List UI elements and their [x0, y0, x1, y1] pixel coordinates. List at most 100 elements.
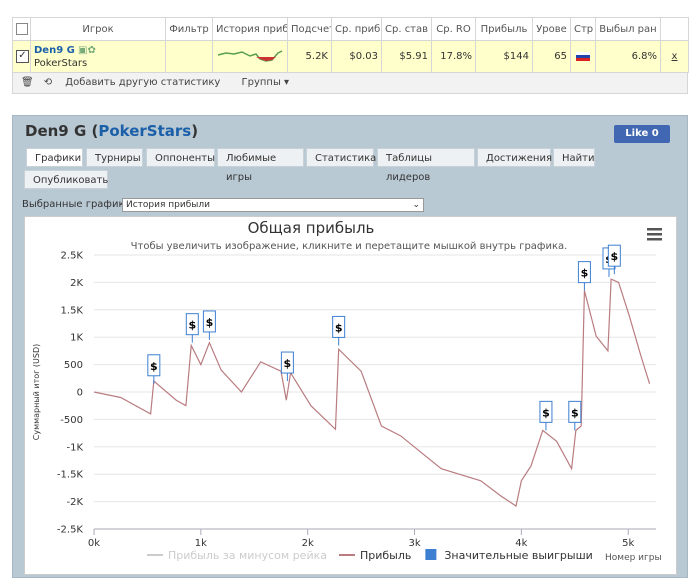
tab[interactable]: Опубликовать [24, 170, 108, 189]
x-axis-label: Номер игры [605, 553, 662, 563]
flag-box [539, 400, 553, 423]
stat-cell: $0.03 [331, 40, 382, 73]
chart-subtitle: Чтобы увеличить изображение, кликните и … [131, 241, 568, 252]
flag-box [568, 400, 582, 423]
y-tick-label: 0 [77, 388, 83, 399]
flag-box [147, 354, 161, 377]
x-tick-label: 5k [622, 538, 634, 549]
column-header: Подсчет [287, 17, 332, 41]
y-tick-label: -2.5K [57, 525, 84, 536]
x-tick-label: 1k [195, 538, 207, 549]
y-tick-label: 2.5K [61, 251, 84, 262]
x-tick-label: 2k [302, 538, 314, 549]
tab[interactable]: Турниры [86, 148, 143, 167]
flag-label: $ [571, 406, 579, 419]
y-tick-label: -500 [60, 415, 83, 426]
tab[interactable]: Найти [553, 148, 595, 167]
legend-label: Прибыль [360, 549, 411, 562]
flag-label: $ [335, 321, 343, 334]
checkbox-cell[interactable]: ✓ [12, 40, 31, 73]
player-site: PokerStars [34, 57, 88, 69]
win-flag: $ [147, 354, 161, 384]
flag-label: $ [284, 357, 292, 370]
legend-label: Прибыль за минусом рейка [168, 549, 327, 562]
column-header: Фильтр [165, 17, 213, 41]
profit-line [93, 278, 651, 507]
flag-box [202, 310, 216, 333]
flag-box [280, 351, 294, 374]
legend-item[interactable]: Прибыль за минусом рейка [147, 549, 327, 562]
sparkline [217, 50, 283, 62]
tab[interactable]: Статистика [306, 148, 376, 167]
column-header: История приб [212, 17, 288, 41]
like-count: 0 [651, 128, 659, 139]
column-header: Выбыл ран [595, 17, 661, 41]
column-header: Ср. RO [431, 17, 476, 41]
toolbar: 🗑 ⟲ Добавить другую статистику Группы ▾ [12, 72, 688, 94]
chart-title: Общая прибыль [248, 219, 375, 237]
column-header: Прибыль [475, 17, 533, 41]
stat-cell: 17.8% [431, 40, 476, 73]
x-tick-label: 3k [408, 538, 420, 549]
win-flag: $ [202, 310, 216, 340]
tab[interactable]: Достижения [477, 148, 552, 167]
column-header: Ср. приб [331, 17, 382, 41]
filter-cell [165, 40, 213, 73]
select-value: История прибыли [126, 200, 210, 210]
tab[interactable]: Любимые игры [217, 148, 304, 183]
stat-cell: $5.91 [381, 40, 432, 73]
like-label: Like [625, 128, 649, 139]
stats-table: Игрок Фильтр История приб Подсчет Ср. приб Ср… [12, 17, 689, 73]
y-tick-label: 2K [70, 278, 83, 289]
y-tick-label: -1K [66, 442, 83, 453]
title-name: Den9 G ( [25, 122, 99, 140]
groups[interactable]: Группы [241, 77, 281, 88]
y-axis-label: Суммарный итог (USD) [32, 344, 41, 441]
player-name[interactable]: Den9 G [34, 44, 75, 56]
win-flag: $ [332, 315, 346, 346]
stat-cell: 5.2K [287, 40, 332, 73]
panel-title: Den9 G (PokerStars) [25, 122, 198, 140]
flag-box [577, 261, 591, 284]
select-label: Выбранные графики: [22, 199, 135, 210]
y-tick-label: 1K [70, 333, 83, 344]
flag-label: $ [581, 267, 589, 280]
flag-label: $ [611, 250, 619, 263]
stat-cell: $144 [475, 40, 533, 73]
column-header [660, 17, 689, 41]
checkbox-cell[interactable] [12, 17, 31, 41]
y-tick-label: -1.5K [57, 470, 84, 481]
select-box[interactable]: История прибыли ⌄ [122, 198, 424, 212]
win-flag: $ [577, 261, 591, 291]
legend-item[interactable]: Значительные выигрыши [425, 549, 593, 562]
flag-box [185, 313, 199, 336]
win-flag: $ [539, 400, 553, 431]
menu-icon[interactable] [647, 228, 662, 241]
flag-label: $ [150, 360, 158, 373]
legend-item[interactable]: Прибыль [338, 549, 411, 562]
win-flag: $ [280, 351, 294, 382]
win-flag: $ [607, 244, 621, 275]
stat-cell: 65 [532, 40, 571, 73]
column-header: Стр [570, 17, 596, 41]
flag-label: $ [206, 316, 214, 329]
player-cell: Den9 G ▣✿ PokerStars [30, 40, 166, 73]
win-flag: $ [568, 400, 582, 431]
tab[interactable]: Графики [26, 148, 83, 167]
like-button[interactable]: Like 0 [614, 125, 670, 143]
x-tick-label: 0k [88, 538, 100, 549]
stat-cell: 6.8% [595, 40, 661, 73]
chart: Общая прибыль Чтобы увеличить изображени… [24, 216, 677, 575]
add-stat[interactable]: Добавить другую статистику [65, 77, 221, 88]
column-header: Игрок [30, 17, 166, 41]
x-tick-label: 4k [515, 538, 527, 549]
tab[interactable]: Оппоненты [146, 148, 215, 167]
legend-label: Значительные выигрыши [444, 549, 592, 562]
column-header: Ср. став [381, 17, 432, 41]
remove-cell[interactable]: x [660, 40, 689, 73]
y-tick-label: 1.5K [61, 305, 84, 316]
y-tick-label: -2K [66, 497, 83, 508]
title-site[interactable]: PokerStars [98, 122, 192, 140]
tab[interactable]: Таблицы лидеров [377, 148, 475, 183]
